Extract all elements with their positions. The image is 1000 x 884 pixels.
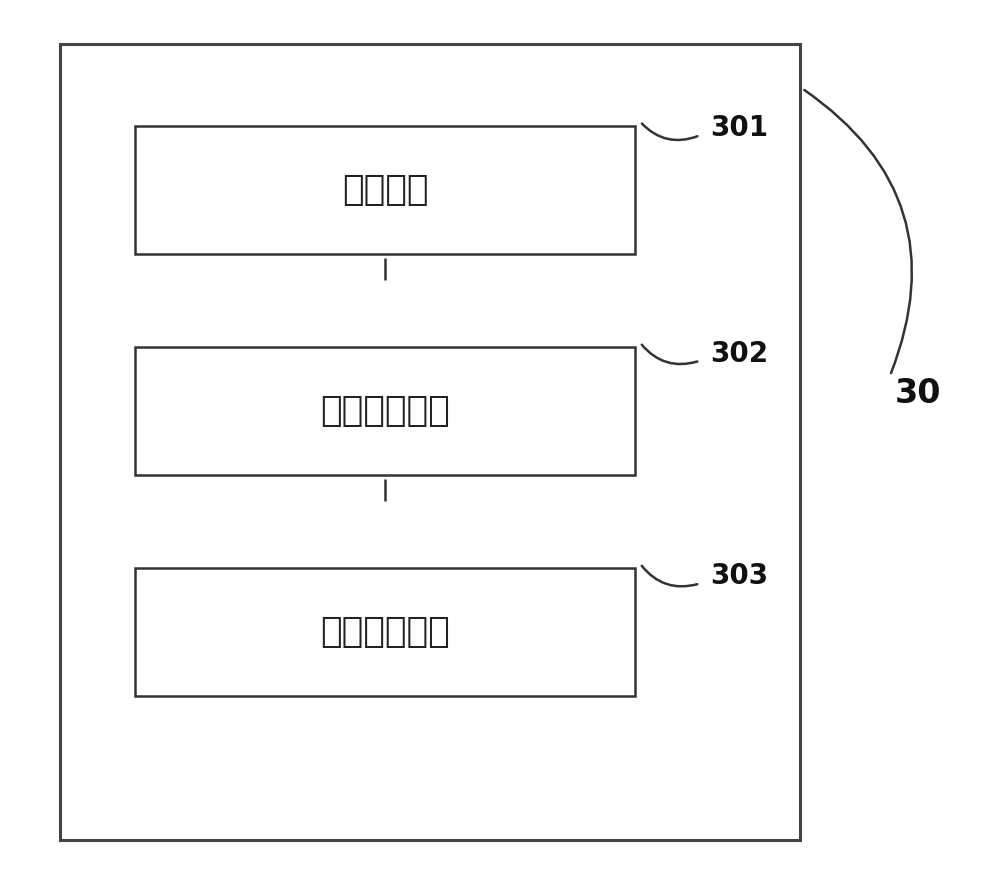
Bar <box>135 126 635 254</box>
Text: 301: 301 <box>710 114 768 142</box>
Bar <box>135 347 635 475</box>
Bar <box>60 44 800 840</box>
Text: 302: 302 <box>710 339 768 368</box>
Text: 订单分配模块: 订单分配模块 <box>320 615 450 649</box>
Text: 获取模块: 获取模块 <box>342 173 428 207</box>
Text: 30: 30 <box>895 377 942 410</box>
Bar <box>135 568 635 697</box>
Text: 权重计算模块: 权重计算模块 <box>320 394 450 428</box>
Text: 303: 303 <box>710 562 768 591</box>
